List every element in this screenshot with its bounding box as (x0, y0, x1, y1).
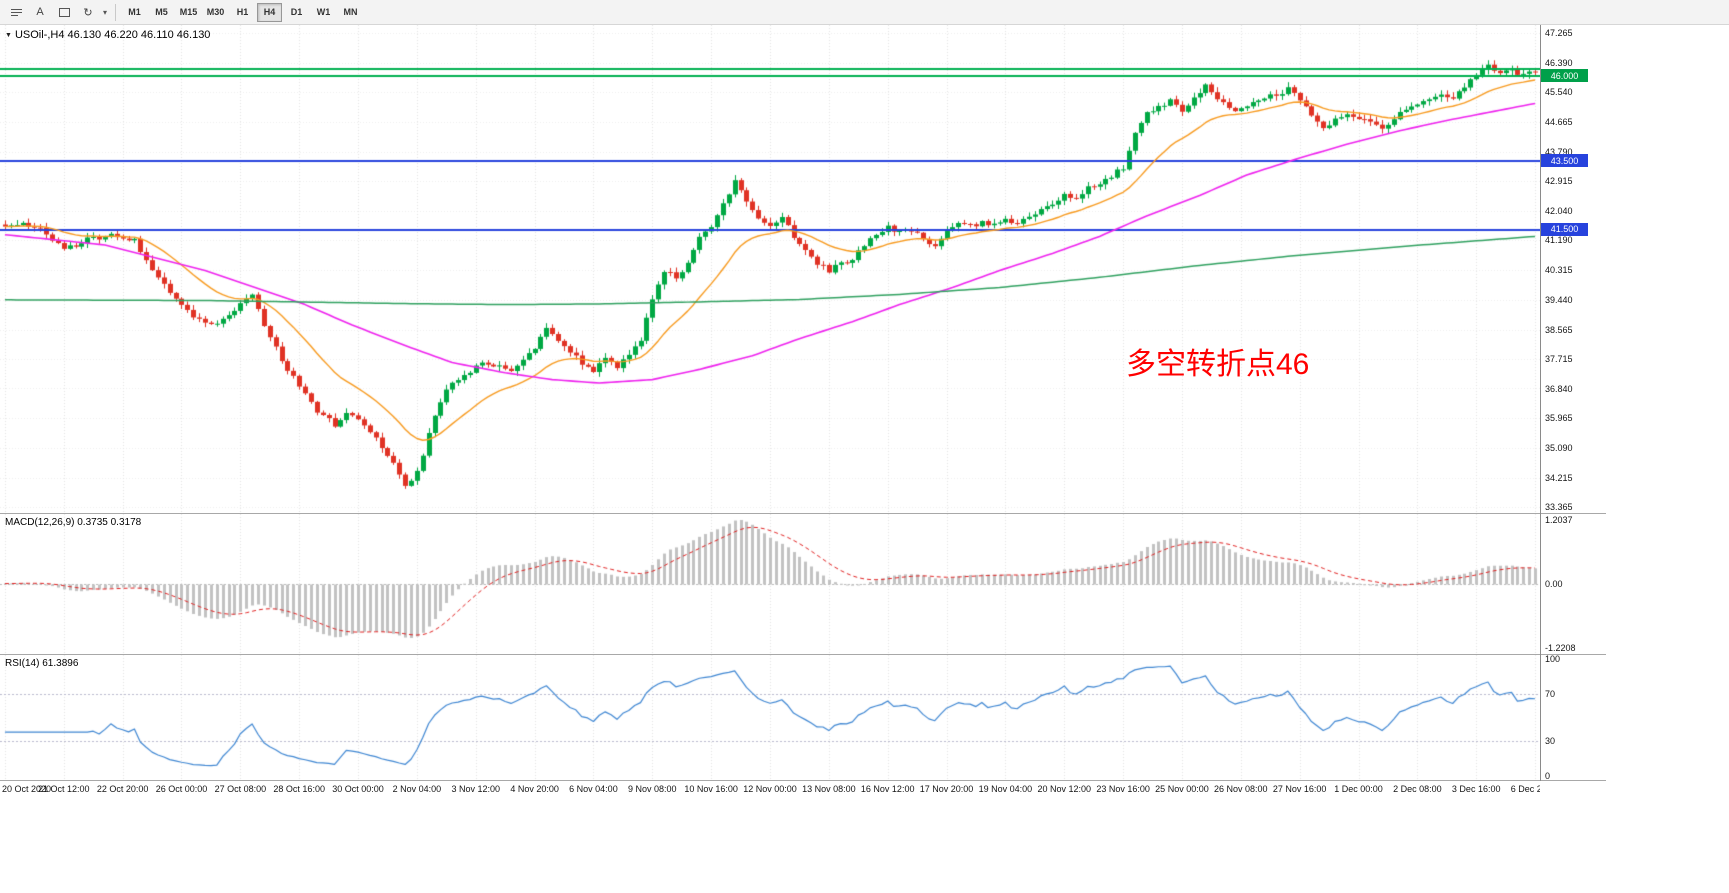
timeframe-button-h1[interactable]: H1 (236, 7, 249, 17)
toolbar-separator (115, 3, 116, 21)
time-tick-label: 21 Oct 12:00 (38, 784, 90, 794)
timeframe-button-m1[interactable]: M1 (128, 7, 141, 17)
price-tick-label: 39.440 (1545, 294, 1573, 305)
panel-separator[interactable] (0, 780, 1606, 781)
panel-separator[interactable] (0, 654, 1606, 655)
time-tick-label: 3 Nov 12:00 (451, 784, 501, 794)
time-tick-label: 20 Oct 2020 (2, 784, 52, 794)
time-axis[interactable]: 20 Oct 2020 21 Oct 12:00 22 Oct 20:00 26 Oc… (0, 780, 1540, 800)
dropdown-caret-icon[interactable]: ▾ (102, 7, 107, 17)
time-tick-label: 22 Oct 20:00 (96, 784, 149, 794)
time-tick-label: 3 Dec 16:00 (1451, 784, 1501, 794)
price-tick-label: 33.365 (1545, 502, 1573, 512)
rsi-indicator-label: RSI(14) 61.3896 (5, 658, 79, 669)
timeframe-buttons: M1 M5 M15 M30 H1 H4 D1 W1 MN (121, 2, 364, 22)
price-tick-label: 42.040 (1545, 206, 1573, 217)
time-tick-label: 1 Dec 00:00 (1334, 784, 1383, 794)
price-axis[interactable] (1540, 25, 1541, 781)
price-tick-label: 38.565 (1545, 324, 1573, 335)
time-tick-label: 10 Nov 16:00 (684, 784, 738, 794)
price-tick-label: 41.190 (1545, 235, 1573, 246)
chart-text-annotation[interactable]: 多空转折点46 (1126, 348, 1310, 381)
macd-tick-label: -1.2208 (1545, 643, 1576, 653)
price-tick-label: 42.915 (1545, 176, 1573, 187)
price-tick-label: 45.540 (1545, 86, 1573, 97)
time-tick-label: 12 Nov 00:00 (743, 784, 797, 794)
time-tick-label: 27 Oct 08:00 (214, 784, 267, 794)
time-tick-label: 26 Nov 08:00 (1214, 784, 1268, 794)
price-chart-canvas[interactable] (0, 25, 1540, 513)
text-tool-icon[interactable]: A (36, 6, 44, 18)
price-tick-label: 37.715 (1545, 353, 1573, 364)
price-tick-label: 43.790 (1545, 146, 1573, 157)
time-tick-label: 2 Nov 04:00 (392, 784, 442, 794)
time-tick-label: 16 Nov 12:00 (860, 784, 915, 794)
macd-indicator-label: MACD(12,26,9) 0.3735 0.3178 (5, 517, 142, 528)
rsi-tick-label: 70 (1545, 689, 1556, 700)
price-level-tag: 43.500 (1541, 154, 1588, 168)
time-tick-label: 20 Nov 12:00 (1037, 784, 1092, 794)
price-level-tag: 46.000 (1541, 69, 1588, 83)
macd-tick-label: 1.2037 (1545, 515, 1573, 525)
timeframe-button-m30[interactable]: M30 (206, 7, 225, 17)
time-tick-label: 26 Oct 00:00 (155, 784, 208, 794)
price-level-tag: 41.500 (1541, 222, 1588, 236)
price-tick-label: 36.840 (1545, 383, 1573, 394)
macd-tick-label: 0.00 (1545, 578, 1563, 589)
time-tick-label: 13 Nov 08:00 (802, 784, 856, 794)
time-tick-label: 2 Dec 08:00 (1393, 784, 1442, 794)
price-tick-label: 34.215 (1545, 473, 1573, 483)
timeframe-button-d1[interactable]: D1 (290, 7, 303, 17)
rsi-tick-label: 30 (1545, 735, 1556, 746)
time-tick-label: 30 Oct 00:00 (332, 784, 384, 794)
toolbar: A ↻ ▾ M1 M5 M15 M30 H1 H4 D1 W1 MN (0, 0, 1729, 25)
timeframe-button-mn[interactable]: MN (343, 7, 358, 17)
refresh-icon[interactable]: ↻ (83, 6, 93, 19)
time-tick-label: 9 Nov 08:00 (628, 784, 677, 794)
time-tick-label: 28 Oct 16:00 (273, 784, 325, 794)
time-tick-label: 17 Nov 20:00 (919, 784, 974, 794)
rsi-panel-canvas[interactable] (0, 655, 1540, 780)
rsi-tick-label: 0 (1545, 771, 1551, 781)
price-tick-label: 44.665 (1545, 116, 1573, 127)
timeframe-button-h4[interactable]: H4 (257, 2, 282, 22)
price-tick-label: 47.265 (1545, 28, 1573, 38)
timeframe-button-w1[interactable]: W1 (316, 7, 331, 17)
symbol-ohlc-title: USOil-,H4 46.130 46.220 46.110 46.130 (14, 29, 211, 41)
chart-title: ▼ USOil-,H4 46.130 46.220 46.110 46.130 (5, 29, 210, 41)
time-tick-label: 23 Nov 16:00 (1096, 784, 1150, 794)
price-tick-label: 35.965 (1545, 413, 1573, 424)
macd-panel-canvas[interactable] (0, 514, 1540, 654)
time-tick-label: 25 Nov 00:00 (1155, 784, 1209, 794)
price-tick-label: 35.090 (1545, 443, 1573, 454)
panel-separator[interactable] (0, 513, 1606, 514)
timeframe-button-m15[interactable]: M15 (179, 7, 198, 17)
symbol-dropdown-icon[interactable]: ▼ (5, 31, 12, 39)
price-tick-label: 40.315 (1545, 265, 1573, 275)
time-tick-label: 4 Nov 20:00 (510, 784, 559, 794)
time-tick-label: 19 Nov 04:00 (978, 784, 1033, 794)
time-tick-label: 6 Nov 04:00 (569, 784, 618, 794)
time-tick-label: 6 Dec 23:00 (1510, 784, 1540, 794)
price-tick-label: 46.390 (1545, 57, 1573, 68)
timeframe-button-m5[interactable]: M5 (155, 7, 168, 17)
menu-lines-icon[interactable] (5, 2, 27, 23)
rsi-tick-label: 100 (1545, 654, 1561, 664)
time-tick-label: 27 Nov 16:00 (1272, 784, 1327, 794)
rectangle-tool-icon[interactable] (53, 2, 75, 23)
